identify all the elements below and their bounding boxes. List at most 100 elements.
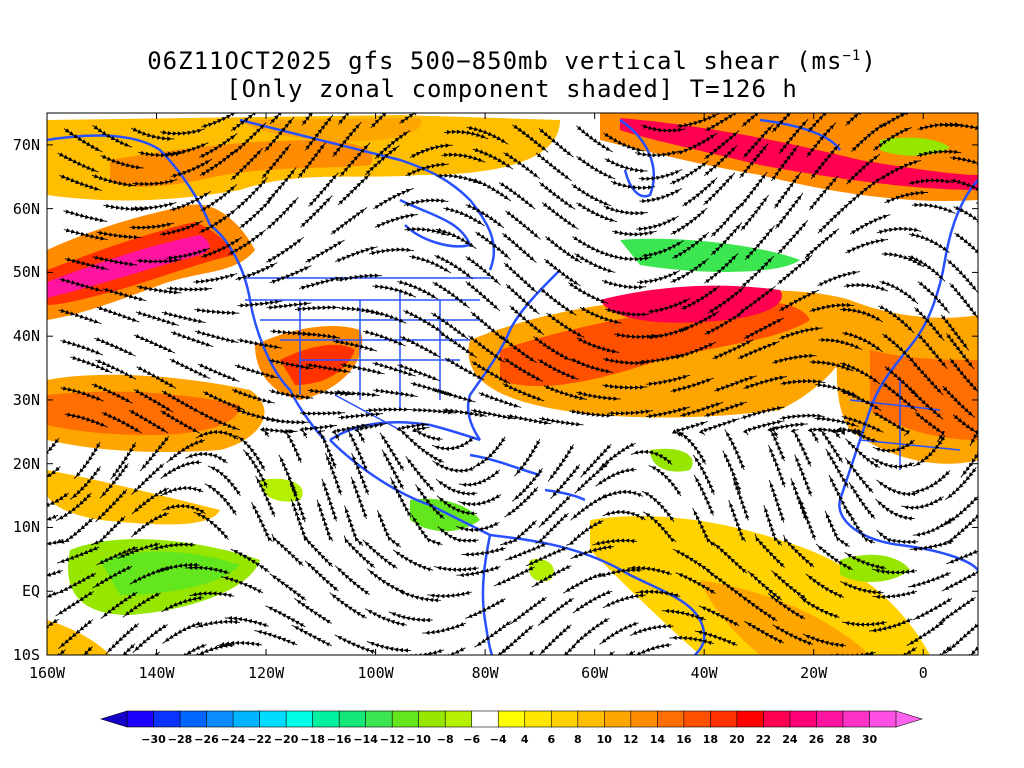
streamline [91,516,126,546]
lat-label: 40N [12,327,40,346]
streamline [912,435,946,467]
streamline [566,519,604,546]
colorbar-label: −10 [406,733,431,746]
colorbar-label: 30 [861,733,878,746]
streamline [409,143,453,159]
streamline [608,409,654,416]
streamline [233,122,267,154]
streamline [96,305,140,323]
streamline [47,437,60,466]
streamline [105,643,136,655]
streamline [131,487,169,515]
streamline [538,624,572,655]
streamline [321,478,338,522]
streamline [200,184,238,212]
streamline [56,546,100,564]
streamline [878,305,915,334]
streamline [266,167,297,203]
streamline [189,591,235,598]
streamline [254,629,298,646]
streamline [299,410,346,416]
colorbar-swatch [259,710,287,728]
streamline [299,424,338,439]
streamline [882,333,917,365]
streamline [672,548,712,574]
streamline [150,542,196,551]
colorbar-label: −18 [300,733,325,746]
colorbar-swatch [471,710,499,728]
streamline [92,255,138,267]
streamline [768,445,786,488]
streamline [636,215,679,232]
streamline [197,363,240,382]
streamline [47,591,59,608]
streamline [708,286,746,314]
colorbar-swatch [285,710,314,728]
streamline [810,143,841,180]
streamline [563,572,604,594]
colorbar-swatch [179,710,208,728]
streamline [95,489,128,523]
streamline [400,335,441,358]
lat-label: 60N [12,199,40,218]
wind-shear-streamlines [47,113,978,655]
streamline [646,374,691,387]
streamline [546,312,585,338]
streamline [91,383,133,404]
lat-label: 10N [12,518,40,537]
streamline [531,564,572,588]
streamline [604,157,648,173]
streamline [294,305,340,312]
streamline [465,598,506,619]
colorbar-label: −16 [326,733,352,746]
colorbar-label: 28 [835,733,851,746]
colorbar-swatch [524,710,552,728]
streamline [291,624,332,647]
title-line-1: 06Z11OCT2025 gfs 500−850mb vertical shea… [0,47,1024,75]
colorbar-label: −24 [220,733,246,746]
streamline [335,246,378,263]
streamline [880,159,922,180]
streamline [945,514,978,543]
streamline [155,562,200,573]
streamline [159,220,203,237]
streamline [941,569,978,592]
colorbar-swatch [365,710,393,728]
streamline [805,573,845,599]
colorbar-label: 24 [782,733,798,746]
streamline [411,514,443,546]
streamline [373,388,418,398]
streamline [426,647,466,655]
streamline [294,598,332,624]
streamline [264,416,309,425]
streamline [817,270,861,287]
streamline [546,643,577,655]
streamline [432,281,470,309]
streamline [170,330,214,348]
streamline [777,254,813,285]
streamline [692,507,716,547]
streamline [846,509,876,544]
streamline [545,236,582,264]
streamline [302,533,334,568]
colorbar-label: −30 [141,733,166,746]
streamline [465,281,501,312]
streamline [193,511,229,540]
streamline [117,542,161,559]
streamline [471,360,511,385]
colorbar-swatch [418,710,446,728]
streamline [706,570,744,598]
streamline [160,410,200,434]
streamline [673,341,716,360]
streamline [713,542,748,574]
colorbar-swatch [550,710,579,728]
colorbar-swatch [869,710,897,728]
streamline [872,439,915,454]
colorbar-swatch [604,710,632,728]
streamline [162,621,203,644]
streamline [131,127,175,141]
streamline [950,646,978,655]
streamline [195,429,239,440]
map-frame [46,112,979,656]
streamline [338,411,384,420]
